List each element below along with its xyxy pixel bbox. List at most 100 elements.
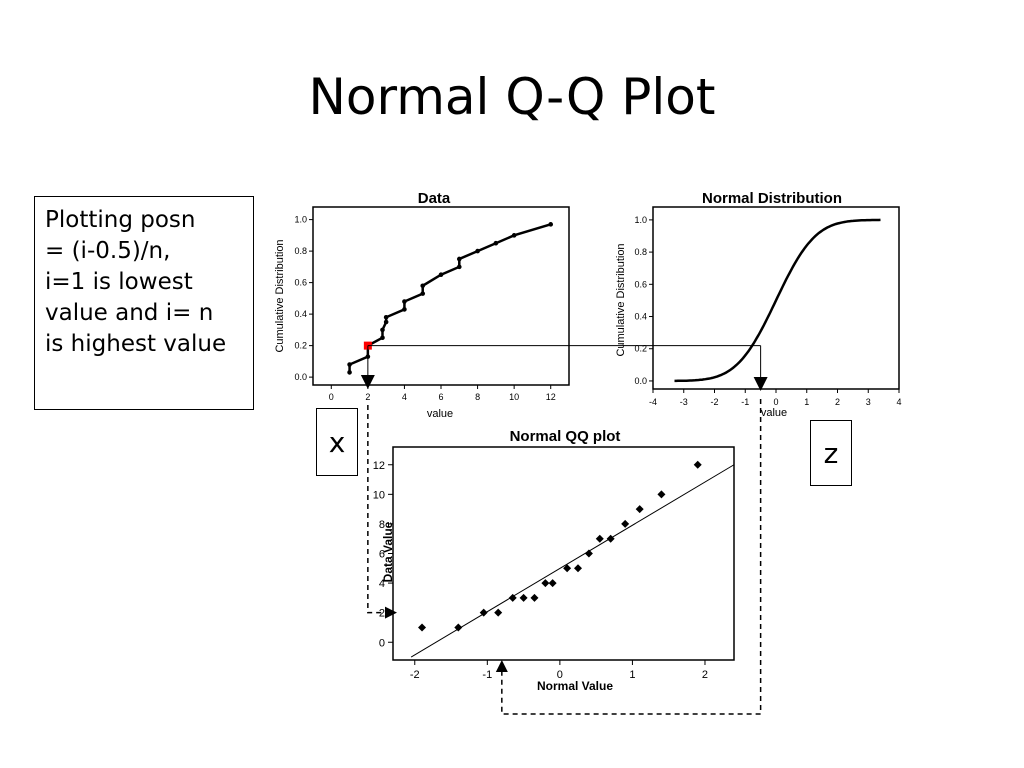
y-tick-label: 0.0 [634,376,647,386]
x-tick-label: -2 [710,397,718,407]
data-point [456,256,462,262]
qq-point [494,608,503,617]
y-tick-label: 10 [373,489,385,501]
qq-point [548,579,557,588]
normal-cdf-chart: Normal Distribution 0.0 0.2 0.4 0.6 0.8 1.0 -… [615,190,902,419]
qq-point [541,579,550,588]
x-dashed-connector [367,405,385,614]
data-point [347,362,352,367]
qq-y-ticks: 0 2 4 6 8 10 12 [373,460,393,649]
normal-x-axis-label: value [761,407,787,419]
data-arrow-down [360,375,375,389]
y-tick-label: 0.2 [634,344,647,354]
x-tick-label: -1 [741,397,749,407]
data-point [475,248,480,254]
slide-title: Normal Q-Q Plot [308,68,716,126]
qq-point [454,623,463,632]
qq-x-axis-label: Normal Value [537,679,613,693]
data-x-axis-label: value [427,408,453,420]
plotting-position-note: Plotting posn = (i-0.5)/n, i=1 is lowest… [34,196,254,410]
y-tick-label: 0.4 [634,312,647,322]
y-tick-label: 12 [373,460,385,472]
y-tick-label: 0.8 [634,247,647,257]
qq-point [621,519,630,528]
qq-point [606,534,615,543]
data-cdf-chart: Data 0.0 0.2 0.4 0.6 0.8 1.0 0 2 4 6 8 10 12 Cumula… [274,190,570,420]
data-point [493,240,499,246]
data-y-axis-label: Cumulative Distribution [274,239,286,352]
y-tick-label: 8 [379,519,385,531]
qq-point [574,564,583,573]
data-y-ticks: 0.0 0.2 0.4 0.6 0.8 1.0 [294,215,313,382]
y-tick-label: 2 [379,608,385,620]
y-tick-label: 0.4 [294,309,307,319]
z-label-box: z [810,420,852,486]
y-tick-label: 6 [379,549,385,561]
x-tick-label: 0 [773,397,778,407]
x-tick-label: -1 [482,669,492,681]
x-tick-label: 2 [702,669,708,681]
x-tick-label: -4 [649,397,657,407]
data-point [456,264,462,270]
qq-point [635,505,644,514]
qq-point [584,549,593,558]
z-dashed-connector [501,399,762,715]
normal-chart-title: Normal Distribution [702,190,842,207]
y-tick-label: 1.0 [294,215,307,225]
y-tick-label: 0.2 [294,341,307,351]
normal-y-ticks: 0.0 0.2 0.4 0.6 0.8 1.0 [634,215,653,386]
x-tick-label: -2 [410,669,420,681]
x-tick-label: 2 [365,392,370,402]
data-point [380,335,385,341]
qq-x-ticks: -2 -1 0 1 2 [410,660,708,681]
qq-point [418,623,427,632]
qq-arrow-right [385,606,397,619]
qq-chart-title: Normal QQ plot [510,428,621,445]
x-tick-label: 10 [509,392,519,402]
y-tick-label: 0 [379,637,385,649]
data-point [380,327,385,333]
y-tick-label: 1.0 [634,215,647,225]
x-tick-label: 12 [546,392,556,402]
normal-x-ticks: -4 -3 -2 -1 0 1 2 3 4 [649,389,902,407]
connector-arrows [360,345,768,715]
normal-y-axis-label: Cumulative Distribution [615,243,627,356]
data-point [420,283,426,289]
y-tick-label: 0.6 [634,279,647,289]
x-tick-label: 2 [835,397,840,407]
data-point [420,291,426,296]
qq-chart-frame [392,446,735,661]
data-point [548,222,554,227]
data-point [383,314,389,320]
qq-point [693,460,702,469]
data-point [511,233,517,238]
y-tick-label: 4 [379,578,385,590]
qq-point [563,564,572,573]
y-tick-label: 0.0 [294,372,307,382]
note-line: i=1 is lowest [45,269,193,295]
x-tick-label: 6 [438,392,443,402]
qq-point [595,534,604,543]
note-line: value and i= n [45,300,214,326]
data-point [402,299,407,304]
x-tick-label: 1 [804,397,809,407]
y-tick-label: 0.8 [294,246,307,256]
x-tick-label: 3 [866,397,871,407]
x-tick-label: 1 [629,669,635,681]
qq-arrow-up [495,660,508,672]
note-line: = (i-0.5)/n, [45,238,171,264]
qq-y-axis-label: Data Value [381,521,395,582]
data-point [402,307,407,312]
note-line: Plotting posn [45,207,196,233]
x-tick-label: 8 [475,392,480,402]
x-tick-label: 4 [402,392,407,402]
qq-point [657,490,666,499]
qq-point [508,593,517,602]
qq-point [479,608,488,617]
x-label-box: x [316,408,358,476]
x-tick-label: -3 [680,397,688,407]
data-point [383,319,389,325]
data-chart-title: Data [418,190,451,207]
